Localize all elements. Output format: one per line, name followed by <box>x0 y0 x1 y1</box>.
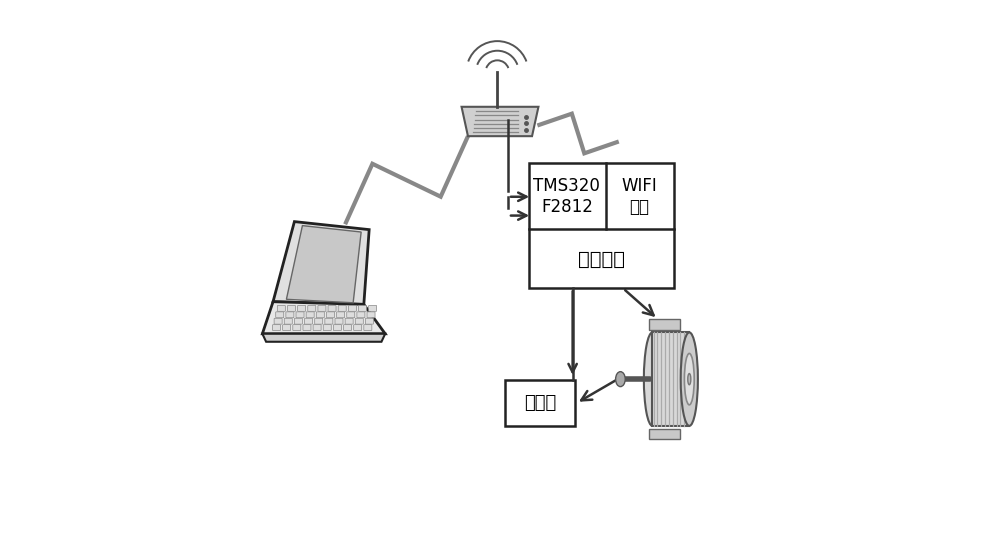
Text: WIFI
模块: WIFI 模块 <box>621 177 657 216</box>
Ellipse shape <box>681 332 698 426</box>
FancyBboxPatch shape <box>338 305 346 311</box>
FancyBboxPatch shape <box>298 305 306 311</box>
FancyBboxPatch shape <box>344 325 352 331</box>
FancyBboxPatch shape <box>306 312 314 318</box>
FancyBboxPatch shape <box>326 312 334 318</box>
FancyBboxPatch shape <box>303 325 311 331</box>
FancyBboxPatch shape <box>345 318 353 324</box>
FancyBboxPatch shape <box>308 305 316 311</box>
FancyBboxPatch shape <box>505 380 575 426</box>
FancyBboxPatch shape <box>316 312 324 318</box>
Polygon shape <box>652 332 689 426</box>
FancyBboxPatch shape <box>296 312 304 318</box>
FancyBboxPatch shape <box>337 312 345 318</box>
Polygon shape <box>649 319 680 330</box>
FancyBboxPatch shape <box>354 325 362 331</box>
FancyBboxPatch shape <box>318 305 326 311</box>
FancyBboxPatch shape <box>293 325 301 331</box>
Polygon shape <box>649 428 680 439</box>
Text: TMS320
F2812: TMS320 F2812 <box>533 177 600 216</box>
FancyBboxPatch shape <box>347 312 355 318</box>
Polygon shape <box>273 222 369 304</box>
Ellipse shape <box>688 374 691 384</box>
Ellipse shape <box>644 332 661 426</box>
Polygon shape <box>462 107 538 136</box>
FancyBboxPatch shape <box>529 163 674 288</box>
FancyBboxPatch shape <box>369 305 377 311</box>
FancyBboxPatch shape <box>328 305 336 311</box>
FancyBboxPatch shape <box>355 318 363 324</box>
Polygon shape <box>262 334 385 342</box>
FancyBboxPatch shape <box>284 318 292 324</box>
FancyBboxPatch shape <box>323 325 331 331</box>
FancyBboxPatch shape <box>286 312 294 318</box>
FancyBboxPatch shape <box>305 318 313 324</box>
FancyBboxPatch shape <box>273 325 281 331</box>
FancyBboxPatch shape <box>277 305 285 311</box>
Text: 编码器: 编码器 <box>524 394 556 412</box>
FancyBboxPatch shape <box>313 325 321 331</box>
FancyBboxPatch shape <box>315 318 323 324</box>
FancyBboxPatch shape <box>358 305 366 311</box>
FancyBboxPatch shape <box>294 318 302 324</box>
Ellipse shape <box>616 372 625 387</box>
FancyBboxPatch shape <box>365 318 373 324</box>
FancyBboxPatch shape <box>276 312 284 318</box>
Text: 驱动电路: 驱动电路 <box>578 250 625 269</box>
FancyBboxPatch shape <box>364 325 372 331</box>
FancyBboxPatch shape <box>348 305 356 311</box>
FancyBboxPatch shape <box>367 312 375 318</box>
FancyBboxPatch shape <box>335 318 343 324</box>
FancyBboxPatch shape <box>357 312 365 318</box>
FancyBboxPatch shape <box>333 325 341 331</box>
Polygon shape <box>262 302 385 334</box>
FancyBboxPatch shape <box>287 305 295 311</box>
FancyBboxPatch shape <box>274 318 282 324</box>
Polygon shape <box>286 225 361 303</box>
Ellipse shape <box>684 354 694 405</box>
FancyBboxPatch shape <box>325 318 333 324</box>
FancyBboxPatch shape <box>283 325 291 331</box>
